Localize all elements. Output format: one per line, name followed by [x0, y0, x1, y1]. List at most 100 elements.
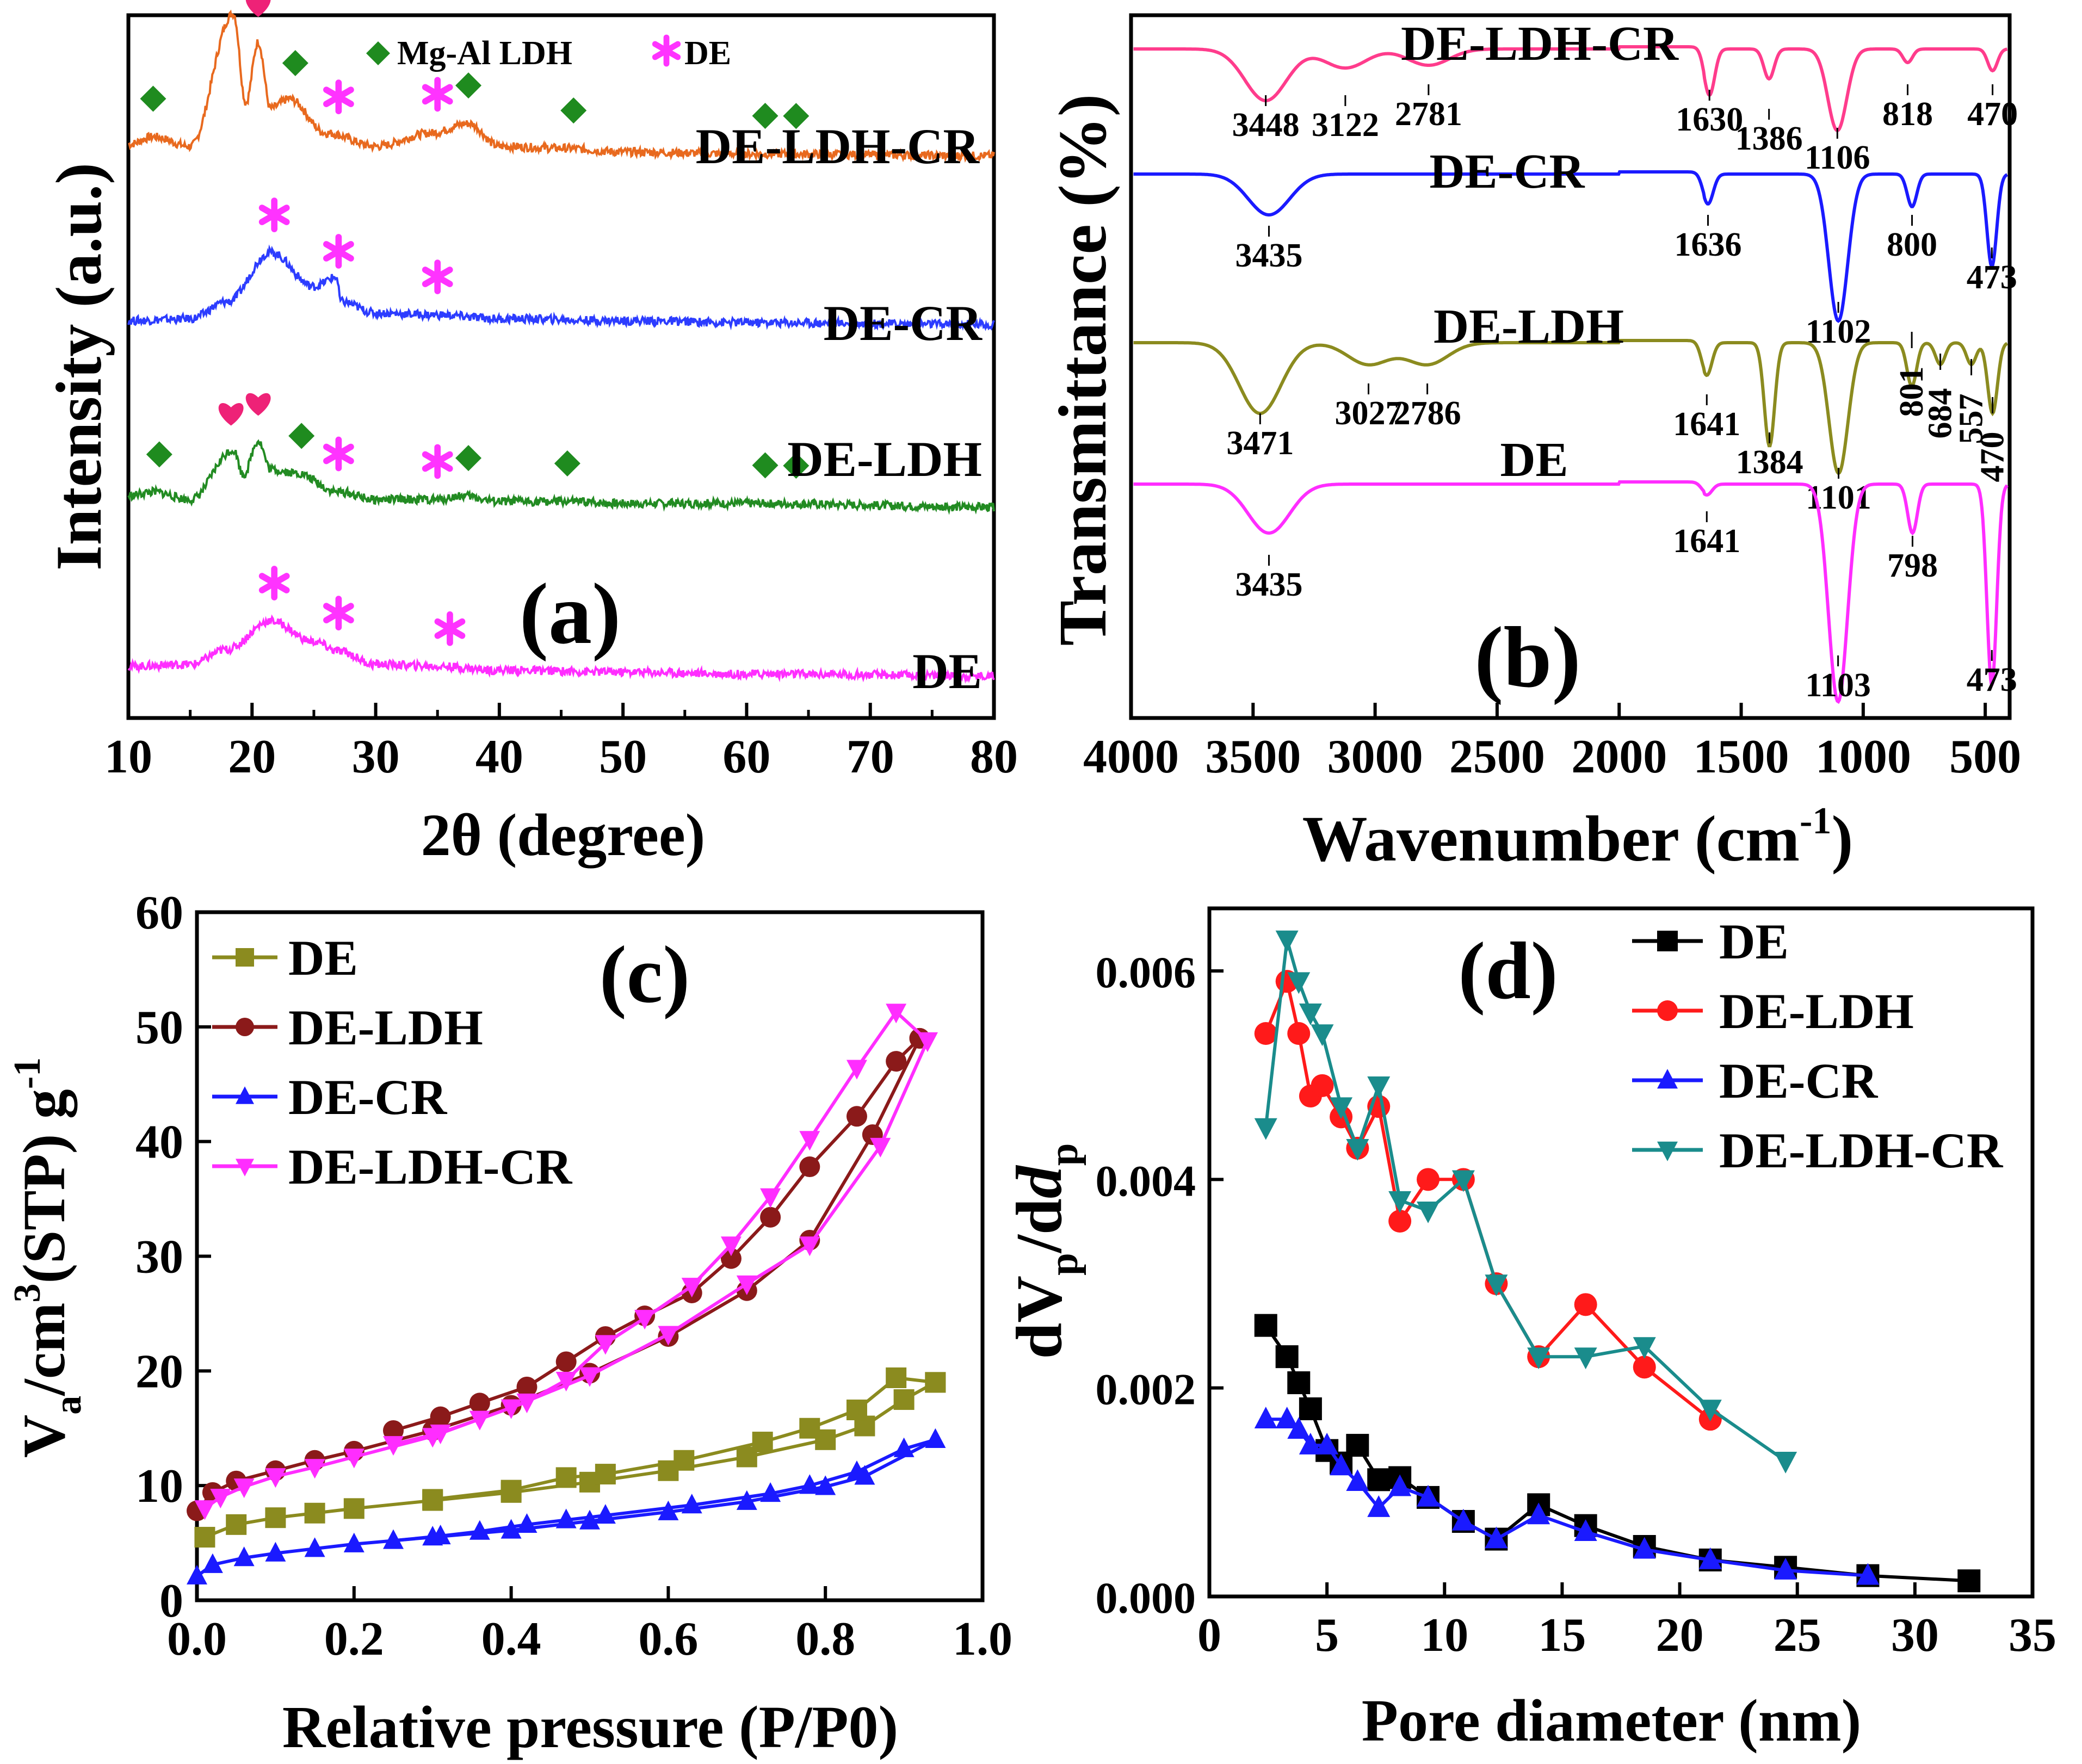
ftir-band-label: 684: [1922, 388, 1959, 439]
isotherm-desorption-line-de-ldh-cr: [393, 1009, 929, 1446]
panel-c-xtick-label: 0.4: [481, 1613, 541, 1666]
panel-c-ylabel-v: V: [11, 1415, 77, 1458]
isotherm-point-de: [674, 1450, 695, 1471]
panel-d-ylabel-mid: /d: [1003, 1198, 1075, 1254]
panel-b-xlabel-sup: -1: [1800, 800, 1831, 842]
psd-point-de: [1275, 1345, 1299, 1369]
xrd-peak-marker-diamond: [288, 423, 315, 449]
xrd-peak-marker-star: [323, 596, 354, 630]
isotherm-point-de: [304, 1502, 325, 1524]
panel-a-ylabel: Intensity (a.u.): [42, 163, 115, 571]
panel-a-xtick-label: 30: [352, 731, 400, 783]
xrd-peak-marker-star-stroke: [323, 443, 354, 465]
panel-a-xtick-label: 50: [599, 731, 647, 783]
panel-d-xtick-label: 5: [1315, 1609, 1339, 1662]
legend-marker-de: [1657, 931, 1678, 951]
psd-point-de-ldh-cr: [1330, 1097, 1353, 1119]
xrd-peak-marker-diamond: [783, 453, 810, 479]
isotherm-point-de-cr: [233, 1546, 255, 1567]
ftir-band-label: 473: [1967, 661, 2017, 698]
panel-b-plot: 4000 3500 3000 2500 2000 1500 1000 500 3448 3122 2…: [1083, 17, 2021, 783]
legend-marker-de-cr: [1657, 1069, 1678, 1089]
psd-point-de-ldh: [1633, 1356, 1656, 1379]
xrd-peak-marker-star: [434, 611, 466, 646]
psd-point-de-ldh-cr: [1367, 1076, 1391, 1098]
ftir-band-label: 3027: [1335, 395, 1402, 432]
isotherm-point-de-ldh-cr: [917, 1032, 938, 1053]
psd-point-de-ldh-cr: [1527, 1347, 1550, 1370]
isotherm-point-de-cr: [815, 1475, 836, 1495]
isotherm-point-de-cr: [501, 1519, 522, 1539]
panel-c-ytick-label: 0: [159, 1575, 183, 1627]
isotherm-desorption-line-de-cr: [393, 1438, 936, 1543]
isotherm-point-de-ldh-cr: [870, 1137, 891, 1158]
panel-d-ylabel-dv: dV: [1003, 1276, 1075, 1359]
panel-d-plot: 0 5 10 15 20 25 30 35 0.000 0.002 0.004 0.006: [1096, 930, 2056, 1662]
ftir-band-label: 3122: [1312, 107, 1379, 144]
ftir-series-label-de-ldh-cr: DE-LDH-CR: [1401, 17, 1679, 71]
panel-b-frame: [1129, 13, 2012, 720]
panel-d-xlabel: Pore diameter (nm): [1362, 1687, 1861, 1754]
xrd-peak-marker-star: [323, 436, 354, 472]
xrd-series-label-de-ldh-cr: DE-LDH-CR: [696, 119, 980, 174]
psd-point-de: [1367, 1468, 1391, 1491]
psd-point-de-ldh-cr: [1417, 1202, 1440, 1223]
isotherm-point-de-ldh-cr: [736, 1275, 757, 1295]
psd-point-de-ldh: [1287, 1022, 1311, 1045]
xrd-series-label-de-ldh: DE-LDH: [787, 431, 982, 487]
ftir-band-label: 800: [1887, 226, 1937, 263]
ftir-band-label: 473: [1967, 259, 2017, 296]
ftir-band-label: 1103: [1805, 667, 1871, 704]
isotherm-point-de-cr: [516, 1513, 538, 1533]
panel-b-title: (b): [1474, 609, 1581, 705]
xrd-peak-marker-heart: [218, 403, 244, 426]
isotherm-point-de-ldh-cr: [343, 1449, 364, 1469]
legend-label-de-ldh: DE-LDH: [1719, 983, 1914, 1039]
ftir-band-label: 1384: [1736, 444, 1803, 481]
ftir-band-label: 3435: [1235, 566, 1302, 603]
panel-c-ylabel: Va/cm3(STP) g-1: [7, 1057, 89, 1458]
psd-point-de-ldh-cr: [1275, 930, 1299, 952]
panel-b-xtick-label: 1500: [1694, 731, 1789, 783]
panel-b-xlabel-end: ): [1831, 802, 1853, 875]
psd-point-de-ldh: [1388, 1210, 1412, 1233]
isotherm-point-de-ldh-cr: [886, 1004, 907, 1024]
isotherm-point-de-ldh-cr: [595, 1335, 616, 1355]
psd-point-de-ldh-cr: [1698, 1400, 1722, 1422]
isotherm-point-de-ldh: [516, 1376, 538, 1397]
isotherm-point-de-ldh-cr: [760, 1188, 781, 1208]
legend-marker-de-ldh-cr: [236, 1159, 254, 1177]
xrd-peak-marker-diamond: [140, 85, 166, 112]
panel-c-xtick-label: 0.0: [167, 1613, 227, 1666]
xrd-peak-marker-diamond: [282, 49, 308, 76]
panel-c-ytick-label: 20: [135, 1345, 183, 1398]
xrd-series-label-de-cr: DE-CR: [824, 295, 983, 351]
panel-b-ylabel: Transmittance (%): [1046, 94, 1121, 646]
legend-label-de-cr: DE-CR: [1719, 1053, 1879, 1109]
xrd-peak-marker-star-stroke: [422, 267, 453, 287]
isotherm-point-de: [886, 1367, 907, 1388]
psd-point-de-cr: [1388, 1474, 1412, 1496]
ftir-band-label: 1641: [1673, 523, 1740, 560]
isotherm-point-de-ldh-cr: [430, 1424, 451, 1445]
panel-c-ylabel-mid: /cm: [11, 1303, 77, 1397]
xrd-peak-marker-diamond: [560, 97, 587, 124]
psd-point-de-cr: [1527, 1502, 1550, 1525]
isotherm-point-de-ldh-cr: [210, 1489, 231, 1509]
psd-point-de-cr: [1417, 1484, 1440, 1507]
isotherm-point-de: [265, 1507, 286, 1528]
isotherm-point-de-cr: [343, 1532, 364, 1552]
ftir-series-label-de-cr: DE-CR: [1430, 145, 1585, 199]
psd-line-de-ldh-cr: [1264, 939, 1787, 1463]
isotherm-point-de: [846, 1400, 867, 1421]
panel-d-ylabel: dVp/ddp: [1003, 1143, 1086, 1359]
isotherm-point-de-cr: [595, 1504, 616, 1524]
ftir-band-label: 1641: [1673, 406, 1740, 443]
psd-point-de-cr: [1299, 1432, 1322, 1454]
psd-point-de-ldh-cr: [1574, 1347, 1597, 1370]
legend-marker-de-ldh-cr: [1657, 1141, 1678, 1161]
psd-point-de-ldh-cr: [1346, 1139, 1369, 1161]
ftir-band-label: 1386: [1735, 120, 1803, 157]
xrd-peak-marker-star: [323, 234, 354, 269]
legend-label-de: DE: [288, 930, 358, 986]
